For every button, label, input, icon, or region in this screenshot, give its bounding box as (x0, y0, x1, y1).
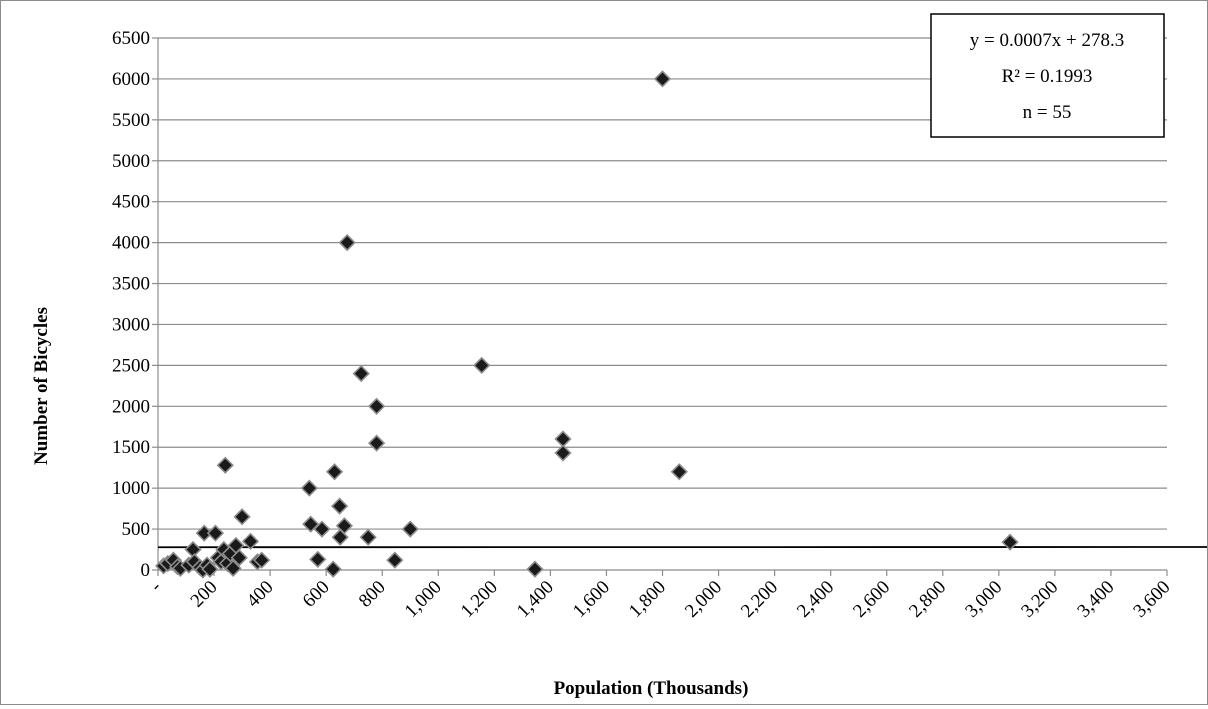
data-point (672, 464, 687, 479)
data-point (387, 553, 402, 568)
data-point (332, 499, 347, 514)
y-tick-label: 4500 (112, 192, 150, 213)
x-tick-label: 3,600 (1129, 577, 1174, 622)
regression-stats-box: y = 0.0007x + 278.3 R² = 0.1993 n = 55 (931, 14, 1164, 137)
x-tick-label: 3,000 (961, 577, 1006, 622)
y-tick-label: 6500 (112, 28, 150, 49)
data-point (218, 458, 233, 473)
x-tick-label: 1,200 (457, 577, 502, 622)
x-tick-label: 1,800 (625, 577, 670, 622)
data-point (326, 562, 341, 577)
x-tick-label: 2,400 (793, 577, 838, 622)
y-tick-label: 5500 (112, 110, 150, 131)
x-tick-label: 800 (355, 577, 390, 612)
sample-size: n = 55 (1023, 102, 1072, 123)
y-axis-title: Number of Bicycles (31, 307, 52, 465)
x-tick-label: - (146, 577, 165, 596)
data-point (474, 358, 489, 373)
x-tick-label: 200 (187, 577, 222, 612)
y-tick-label: 1500 (112, 437, 150, 458)
y-tick-labels: 0500100015002000250030003500400045005000… (112, 28, 150, 581)
x-tick-label: 1,600 (569, 577, 614, 622)
x-tick-label: 2,800 (905, 577, 950, 622)
y-tick-label: 3000 (112, 314, 150, 335)
y-tick-label: 500 (122, 519, 151, 540)
x-tick-label: 2,600 (849, 577, 894, 622)
y-tick-label: 2000 (112, 396, 150, 417)
data-point (310, 552, 325, 567)
r-squared-value: R² = 0.1993 (1002, 66, 1093, 87)
data-point (235, 509, 250, 524)
y-tick-label: 3500 (112, 274, 150, 295)
data-point (369, 436, 384, 451)
data-point (302, 481, 317, 496)
y-tick-label: 2500 (112, 355, 150, 376)
x-axis-title: Population (Thousands) (554, 678, 749, 699)
x-tick-label: 1,400 (513, 577, 558, 622)
data-point (327, 464, 342, 479)
x-tick-label: 2,200 (737, 577, 782, 622)
y-tick-label: 6000 (112, 69, 150, 90)
x-tick-label: 1,000 (401, 577, 446, 622)
y-tick-label: 1000 (112, 478, 150, 499)
regression-equation: y = 0.0007x + 278.3 (970, 30, 1124, 51)
data-point (556, 432, 571, 447)
y-tick-label: 4000 (112, 233, 150, 254)
data-point (527, 562, 542, 577)
x-tick-label: 3,200 (1017, 577, 1062, 622)
x-tick-label: 600 (299, 577, 334, 612)
data-point (354, 366, 369, 381)
data-point (369, 399, 384, 414)
data-point (208, 526, 223, 541)
data-point (361, 530, 376, 545)
data-point (655, 71, 670, 86)
data-point (403, 522, 418, 537)
x-tick-label: 2,000 (681, 577, 726, 622)
x-tick-label: 400 (243, 577, 278, 612)
data-point (340, 235, 355, 250)
x-tick-label: 3,400 (1073, 577, 1118, 622)
y-tick-label: 5000 (112, 151, 150, 172)
